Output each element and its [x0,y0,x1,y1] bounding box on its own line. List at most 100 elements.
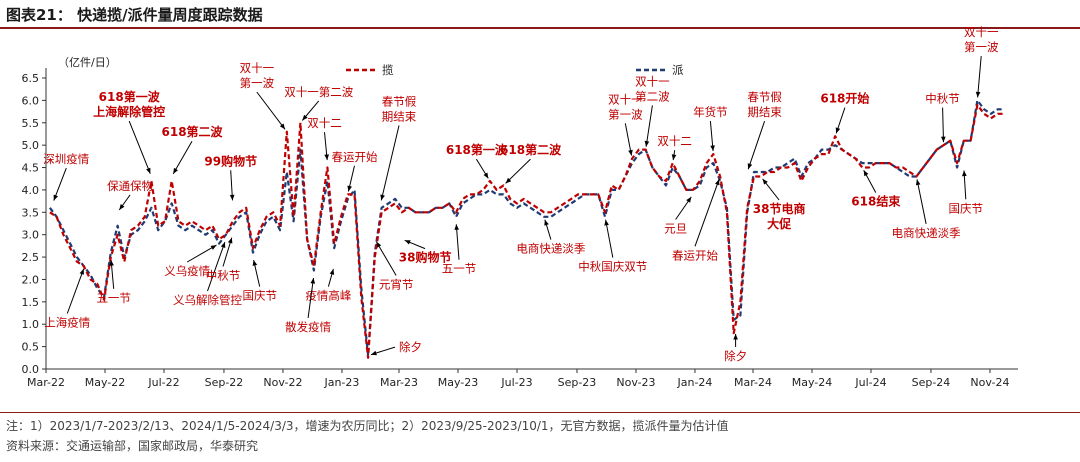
annotation-label: 中秋节 [206,268,241,282]
annotation-arrowhead [671,154,677,161]
chart: 0.0 0.5 1.0 1.5 2.0 2.5 3.0 3.5 4.0 4.5 5.0 5.5 6.0 6… [22,25,1018,389]
annotation-label: 五一节 [96,291,131,305]
annotation-arrow [624,123,632,156]
annotation-arrowhead [79,268,84,275]
annotation-arrowhead [483,172,489,179]
annotation-label: 第一波 [608,107,643,121]
annotation-label: 期结束 [382,110,417,124]
y-tick-label: 4.5 [22,162,40,175]
annotation-arrowhead [210,245,217,250]
annotation-label: 保通保物 [107,179,153,193]
annotation-arrowhead [329,268,335,275]
annotation-arrow [942,107,944,143]
annotation-arrowhead [53,194,58,201]
x-tick-label: Sep-23 [558,376,597,389]
annotation-arrowhead [747,163,753,170]
annotation-label: 春节假 [747,90,782,104]
x-tick-label: Mar-22 [27,376,65,389]
x-tick-label: May-24 [792,376,833,389]
annotation-arrowhead [710,145,715,152]
annotation-arrowhead [715,179,720,186]
x-tick-label: Jan-23 [323,376,359,389]
annotation-arrowhead [505,177,512,184]
annotation-arrow [375,241,397,276]
figure-source: 资料来源：交通运输部，国家邮政局，华泰研究 [6,439,259,453]
x-tick-label: Jul-23 [500,376,532,389]
annotation-label: 除夕 [399,340,422,354]
annotation-arrowhead [252,260,258,266]
annotation-arrow [380,125,400,201]
annotation-arrowhead [376,241,382,248]
annotation-arrow [977,56,982,98]
x-tick-label: Nov-22 [263,376,302,389]
annotation-label: 双十二 [307,116,342,130]
annotation-label: 期结束 [747,105,782,119]
title-rule [0,27,1080,29]
y-tick-label: 0.5 [22,341,40,354]
annotation-label: 春节假 [382,95,417,109]
annotation-arrowhead [279,123,285,130]
y-tick-label: 6.5 [22,72,40,85]
annotation-label: 元旦 [664,221,687,235]
annotation-label: 双十一第二波 [284,85,353,99]
annotation-label: 电商快递淡季 [892,226,961,240]
annotation-label: 大促 [767,216,792,231]
annotation-arrow [645,105,653,147]
x-tick-label: Nov-23 [616,376,655,389]
annotation-label: 春运开始 [672,248,718,262]
annotation-label: 国庆节 [949,201,984,215]
annotation-arrowhead [229,194,235,201]
annotation-label: 中秋节 [925,92,960,106]
y-tick-label: 1.5 [22,296,40,309]
annotation-arrowhead [863,170,869,177]
annotation-arrowhead [604,219,609,226]
annotation-arrow [53,167,67,201]
figure-title: 图表21： 快递揽/派件量周度跟踪数据 [6,6,263,24]
annotation-arrow [455,224,460,260]
bottom-rule [0,412,1080,413]
annotation-label: 散发疫情 [285,320,331,334]
annotation-arrowhead [227,237,233,244]
annotation-label: 电商快递淡季 [516,242,585,256]
annotation-label: 中秋国庆双节 [578,260,647,274]
annotation-arrowhead [302,114,308,121]
annotation-arrowhead [544,219,549,226]
annotation-label: 第一波 [240,76,275,90]
annotation-arrow [605,219,614,258]
x-tick-label: May-23 [438,376,479,389]
x-tick-label: May-22 [85,376,126,389]
annotation-arrow [128,120,151,174]
annotation-arrowhead [404,240,411,245]
annotation-label: 618第一波 [446,142,508,157]
annotation-arrow [66,268,85,314]
x-tick-label: Jul-24 [854,376,886,389]
series-line-lan [49,103,1005,359]
annotation-arrowhead [324,154,329,161]
annotation-label: 618第一波 [99,89,161,104]
y-tick-label: 0.0 [22,363,40,376]
annotation-label: 春运开始 [332,150,378,164]
annotation-label: 618第二波 [162,124,224,139]
figure-note: 注：1）2023/1/7-2023/2/13、2024/1/5-2024/3/3… [6,419,729,433]
annotation-arrowhead [644,140,650,147]
annotation-arrow [256,91,286,130]
annotation-arrow [207,241,226,292]
annotation-label: 上海疫情 [44,315,90,329]
annotation-label: 五一节 [442,262,477,276]
annotation-arrowhead [454,224,459,230]
x-tick-label: Sep-22 [205,376,244,389]
annotation-arrowhead [380,194,385,201]
annotation-arrowhead [835,127,841,134]
annotation-arrowhead [370,350,377,356]
annotation-arrow [916,179,927,225]
annotation-label: 第二波 [635,89,670,103]
series-line-pai [49,99,1005,357]
annotation-arrowhead [962,170,967,177]
annotation-arrowhead [975,91,981,98]
annotation-arrowhead [109,260,114,266]
y-tick-label: 3.5 [22,206,40,219]
y-tick-label: 1.0 [22,318,40,331]
y-tick-label: 2.5 [22,251,40,264]
annotation-arrowhead [686,196,692,203]
annotation-arrowhead [762,178,768,185]
